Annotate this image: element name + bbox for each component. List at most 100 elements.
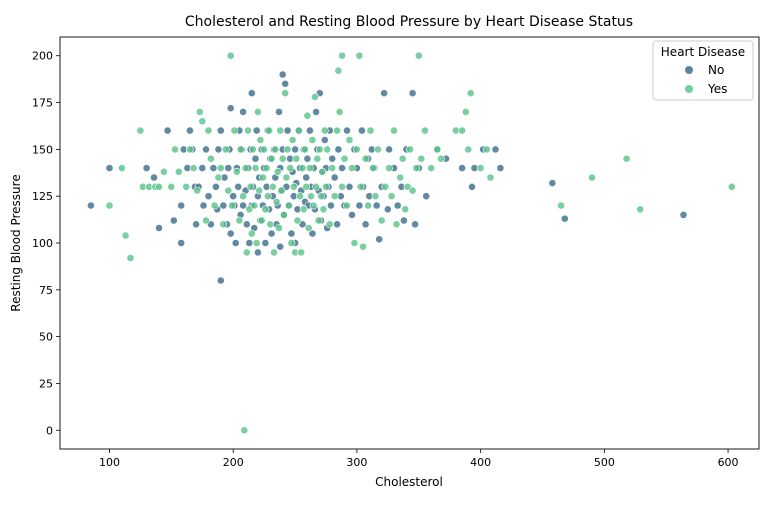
scatter-point [491,145,500,154]
scatter-point [287,229,296,238]
scatter-point [256,136,265,144]
legend-box [652,40,754,101]
scatter-point [273,167,282,176]
scatter-point [486,173,495,182]
scatter-point [636,205,645,214]
scatter-point [302,182,311,191]
scatter-point [87,201,95,210]
scatter-point [214,145,223,154]
scatter-point [261,239,270,247]
scatter-point [150,173,158,182]
scatter-point [283,145,292,154]
scatter-point [105,164,114,172]
scatter-point [296,192,304,201]
scatter-point [247,89,256,98]
scatter-point [174,167,183,176]
scatter-point [216,164,225,172]
scatter-point [318,167,327,176]
scatter-point [265,126,273,135]
scatter-point [323,145,332,154]
scatter-point [177,239,186,247]
scatter-point [268,182,277,191]
scatter-point [422,192,431,201]
scatter-point [169,216,178,225]
scatter-point [408,186,417,195]
scatter-point [356,182,365,191]
scatter-point [437,154,445,163]
scatter-point [262,164,271,172]
scatter-point [325,220,334,229]
scatter-point [309,201,318,210]
scatter-point [126,254,135,262]
scatter-point [315,145,324,154]
scatter-point [242,220,251,229]
scatter-point [234,182,243,191]
scatter-point [372,201,381,210]
scatter-point [476,164,485,172]
scatter-point [257,216,266,225]
scatter-point [294,126,303,135]
legend-marker-yes [685,85,693,93]
scatter-point [406,145,414,154]
scatter-point [398,154,407,163]
scatter-point [239,201,247,210]
scatter-point [121,231,130,240]
scatter-point [305,164,314,172]
scatter-point [357,126,366,135]
legend-label-no: No [708,63,724,77]
scatter-point [304,224,313,232]
scatter-point [239,192,247,201]
scatter-point [560,214,569,223]
scatter-point [231,239,240,247]
scatter-point [252,126,261,135]
scatter-point [219,220,228,229]
scatter-point [319,205,328,214]
scatter-point [216,126,225,135]
scatter-point [118,164,126,172]
scatter-point [330,173,339,182]
scatter-point [303,154,312,163]
scatter-point [622,154,631,163]
scatter-point [411,220,419,229]
legend: Heart Disease No Yes [652,40,754,101]
scatter-point [369,164,377,172]
scatter-point [159,167,168,176]
scatter-point [466,89,475,98]
scatter-point [421,126,429,135]
scatter-point [278,154,287,163]
scatter-point [235,216,244,225]
x-tick-label: 400 [470,456,491,469]
scatter-point [380,89,388,98]
scatter-point [291,145,299,154]
scatter-point [588,173,596,182]
scatter-point [307,192,315,201]
scatter-point [330,192,339,201]
scatter-point [340,154,349,163]
scatter-point [433,145,442,154]
scatter-point [278,70,287,79]
scatter-point [399,216,408,225]
scatter-point [275,224,283,232]
scatter-point [204,126,213,135]
scatter-point [244,126,252,135]
scatter-point [232,167,241,176]
scatter-point [338,182,346,191]
scatter-point [239,108,247,116]
scatter-point [557,201,565,210]
scatter-point [255,186,264,195]
scatter-point [427,164,436,172]
scatter-point [314,216,323,225]
scatter-point [195,108,204,116]
scatter-point [226,104,235,113]
y-tick-label: 150 [32,143,53,156]
scatter-point [253,248,262,257]
scatter-point [171,145,179,154]
scatter-point [282,173,291,182]
scatter-point [221,145,230,154]
legend-title: Heart Disease [661,45,745,59]
scatter-point [283,126,292,135]
scatter-point [334,66,343,75]
scatter-point [482,145,491,154]
scatter-point [458,164,466,172]
scatter-point [276,242,285,251]
